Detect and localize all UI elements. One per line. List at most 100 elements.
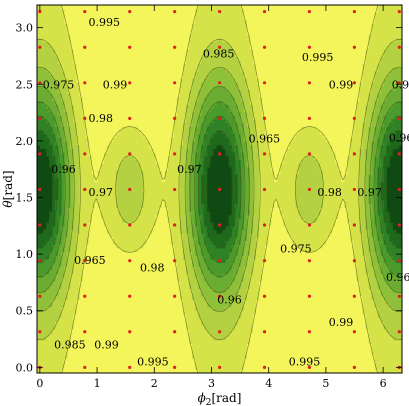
field-cell [113, 8, 117, 13]
field-cell [170, 8, 175, 13]
field-cell [167, 189, 172, 194]
field-cell [113, 203, 117, 208]
field-cell [97, 229, 102, 234]
field-cell [103, 236, 108, 242]
field-cell [164, 317, 169, 322]
field-cell [82, 236, 87, 242]
field-cell [152, 52, 157, 58]
field-cell [49, 247, 53, 253]
field-cell [158, 343, 163, 348]
field-cell [173, 63, 178, 69]
field-cell [140, 45, 144, 50]
field-cell [106, 200, 111, 205]
field-cell [152, 111, 157, 116]
field-cell [149, 71, 154, 76]
field-cell [143, 247, 147, 253]
field-cell [100, 185, 105, 190]
field-cell [176, 166, 181, 172]
field-cell [170, 310, 175, 315]
field-cell [176, 196, 181, 201]
field-cell [46, 303, 50, 308]
field-cell [137, 89, 141, 94]
field-cell [152, 277, 157, 282]
field-cell [58, 218, 62, 223]
field-cell [37, 339, 41, 345]
field-cell [73, 299, 78, 304]
field-cell [97, 365, 102, 370]
field-cell [122, 137, 126, 142]
field-cell [61, 299, 65, 304]
field-cell [116, 122, 120, 127]
field-cell [88, 119, 93, 124]
field-cell [122, 306, 126, 311]
field-cell [158, 295, 163, 300]
field-cell [70, 100, 74, 105]
field-cell [40, 233, 44, 238]
field-cell [79, 288, 84, 293]
field-cell [46, 108, 50, 113]
field-cell [125, 200, 129, 205]
field-cell [155, 339, 160, 345]
field-cell [161, 361, 166, 367]
field-cell [173, 133, 178, 138]
field-cell [110, 108, 114, 113]
field-cell [49, 284, 53, 289]
field-cell [94, 12, 99, 17]
field-cell [40, 89, 44, 94]
field-cell [149, 52, 154, 58]
field-cell [119, 52, 123, 58]
field-cell [186, 295, 190, 300]
field-cell [116, 218, 120, 223]
field-cell [94, 23, 99, 28]
field-cell [97, 369, 102, 373]
field-cell [46, 273, 50, 278]
field-cell [176, 284, 181, 289]
field-cell [40, 247, 44, 253]
field-cell [64, 67, 68, 72]
field-cell [155, 34, 160, 39]
field-cell [67, 130, 71, 135]
field-cell [155, 365, 160, 370]
field-cell [52, 16, 56, 21]
field-cell [46, 133, 50, 138]
field-cell [82, 266, 87, 271]
field-cell [91, 34, 96, 39]
field-cell [58, 71, 62, 76]
field-cell [119, 170, 123, 175]
field-cell [82, 229, 87, 234]
field-cell [149, 8, 154, 13]
field-cell [55, 211, 59, 216]
field-cell [143, 229, 147, 234]
field-cell [134, 361, 138, 367]
field-cell [58, 34, 62, 39]
field-cell [152, 137, 157, 142]
field-cell [167, 100, 172, 105]
field-cell [76, 350, 81, 356]
field-cell [155, 41, 160, 46]
field-cell [40, 104, 44, 109]
field-cell [122, 56, 126, 61]
field-cell [88, 240, 93, 245]
field-cell [146, 369, 151, 373]
field-cell [76, 288, 81, 293]
field-cell [91, 60, 96, 65]
field-cell [91, 52, 96, 58]
field-cell [79, 306, 84, 311]
field-cell [186, 56, 190, 61]
field-cell [167, 281, 172, 286]
field-cell [43, 277, 47, 282]
field-cell [158, 336, 163, 341]
field-cell [155, 177, 160, 183]
field-cell [88, 8, 93, 13]
field-cell [186, 170, 190, 175]
field-cell [58, 306, 62, 311]
field-cell [164, 177, 169, 183]
field-cell [137, 361, 141, 367]
field-cell [116, 159, 120, 164]
field-cell [152, 189, 157, 194]
field-cell [152, 155, 157, 161]
field-cell [37, 273, 41, 278]
field-cell [170, 126, 175, 131]
field-cell [167, 192, 172, 197]
field-cell [125, 23, 129, 28]
